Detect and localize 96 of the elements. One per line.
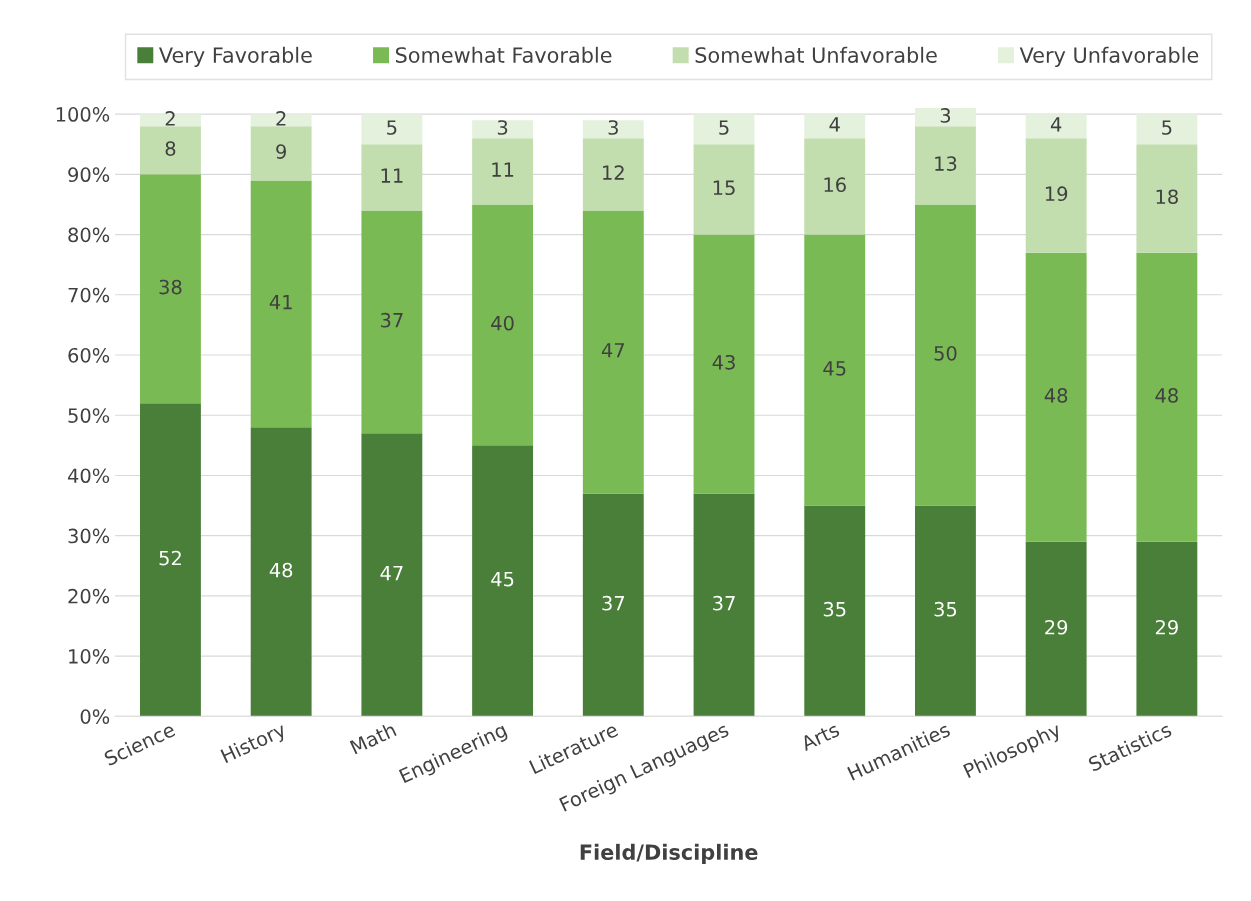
y-tick-label: 100% xyxy=(56,107,110,122)
bar xyxy=(693,493,755,717)
y-tick-label: 0% xyxy=(80,709,110,724)
data-label: 35 xyxy=(934,601,957,617)
bar xyxy=(361,144,423,211)
y-tick-label: 80% xyxy=(68,227,110,243)
data-label: 43 xyxy=(712,354,735,370)
legend-label: Very Unfavorable xyxy=(1019,46,1199,67)
data-label: 5 xyxy=(719,120,729,135)
bar xyxy=(693,144,755,235)
data-label: 5 xyxy=(1162,120,1172,135)
legend-label: Somewhat Favorable xyxy=(395,46,612,63)
bar xyxy=(1136,114,1198,145)
data-label: 19 xyxy=(1045,186,1068,202)
bar xyxy=(915,126,976,205)
bar xyxy=(361,114,423,145)
y-tick-label: 30% xyxy=(68,528,110,544)
bar xyxy=(1136,541,1198,717)
bar xyxy=(582,138,644,211)
y-tick-label: 60% xyxy=(68,347,110,363)
data-label: 4 xyxy=(1050,117,1062,132)
data-label: 50 xyxy=(934,345,957,361)
bar xyxy=(250,180,312,428)
bar xyxy=(915,108,976,127)
data-label: 29 xyxy=(1045,619,1068,635)
bar xyxy=(250,126,312,181)
data-label: 8 xyxy=(165,141,176,156)
bar xyxy=(361,433,423,717)
bar xyxy=(915,505,976,717)
data-label: 12 xyxy=(603,165,624,180)
data-label: 48 xyxy=(1044,388,1068,403)
data-label: 11 xyxy=(381,168,403,183)
data-label: 4 xyxy=(829,117,840,132)
data-label: 18 xyxy=(1156,189,1178,205)
bar xyxy=(693,114,755,145)
data-label: 45 xyxy=(823,361,846,376)
data-label: 52 xyxy=(159,550,181,566)
legend-label: Somewhat Unfavorable xyxy=(695,46,937,63)
bar xyxy=(1136,144,1198,253)
data-label: 13 xyxy=(935,156,957,171)
bar xyxy=(140,403,201,717)
bar xyxy=(472,120,534,139)
data-label: 38 xyxy=(159,279,182,295)
data-label: 48 xyxy=(269,562,293,578)
bar xyxy=(1025,252,1087,542)
bar xyxy=(250,427,312,717)
data-label: 48 xyxy=(1155,388,1178,403)
bar xyxy=(804,138,866,235)
data-label: 37 xyxy=(602,595,625,611)
bar xyxy=(140,174,201,404)
bar xyxy=(472,445,534,717)
data-label: 47 xyxy=(380,565,403,581)
data-label: 37 xyxy=(380,312,403,328)
data-label: 9 xyxy=(276,144,286,159)
bar xyxy=(582,493,644,717)
y-tick-label: 90% xyxy=(68,167,110,183)
x-axis-title: Field/Discipline xyxy=(580,843,758,865)
x-tick-label: Arts xyxy=(799,722,841,752)
data-label: 2 xyxy=(276,111,286,126)
data-label: 3 xyxy=(608,120,618,135)
data-label: 15 xyxy=(713,180,735,196)
bar xyxy=(804,234,866,506)
data-label: 2 xyxy=(165,111,175,126)
y-tick-label: 50% xyxy=(68,408,110,423)
data-label: 3 xyxy=(497,120,508,135)
y-tick-label: 20% xyxy=(68,588,110,604)
y-tick-label: 70% xyxy=(68,287,110,303)
bar xyxy=(1136,252,1198,542)
bar xyxy=(1025,114,1087,139)
data-label: 47 xyxy=(601,343,625,358)
data-label: 37 xyxy=(713,595,735,611)
bar xyxy=(472,138,534,205)
bar xyxy=(582,120,644,139)
data-label: 3 xyxy=(940,108,951,123)
data-label: 41 xyxy=(269,295,292,310)
bar xyxy=(140,126,201,175)
data-label: 35 xyxy=(823,601,846,617)
data-label: 16 xyxy=(824,177,846,193)
bar xyxy=(361,210,423,434)
bar xyxy=(804,114,866,139)
data-label: 40 xyxy=(491,315,514,331)
bar xyxy=(472,204,534,446)
bar xyxy=(1025,138,1087,253)
data-label: 5 xyxy=(387,120,397,135)
bar xyxy=(915,204,976,506)
legend-label: Very Favorable xyxy=(159,46,312,67)
y-tick-label: 40% xyxy=(67,468,110,484)
y-tick-label: 10% xyxy=(69,649,110,664)
bar xyxy=(693,234,755,494)
bar xyxy=(1025,541,1087,717)
x-tick-label: Math xyxy=(349,721,397,755)
data-label: 29 xyxy=(1155,619,1178,635)
data-label: 45 xyxy=(491,572,514,587)
data-label: 11 xyxy=(492,162,514,177)
bar xyxy=(804,505,866,717)
bar xyxy=(582,210,644,494)
